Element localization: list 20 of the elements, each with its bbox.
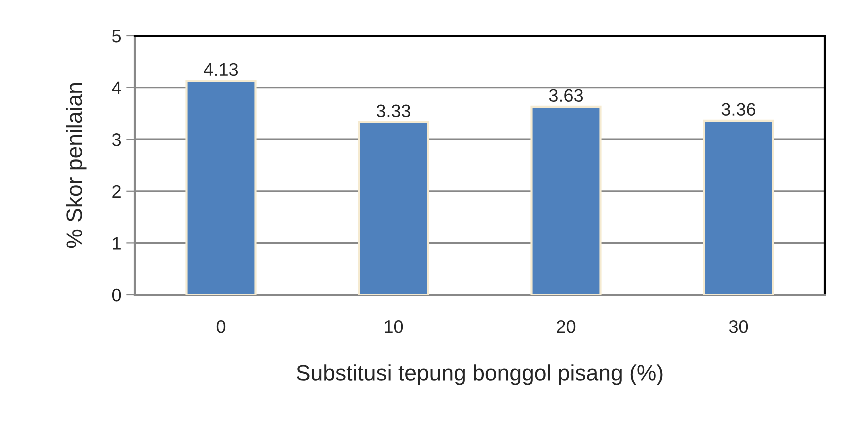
y-tick-label: 3 (112, 134, 122, 146)
data-label: 3.36 (722, 103, 756, 116)
y-axis-title: % Skor penilaian (66, 84, 87, 248)
x-tick-label: 20 (557, 320, 576, 334)
bar (358, 121, 430, 295)
bar (530, 106, 602, 295)
data-label: 4.13 (204, 63, 238, 76)
y-tick-label: 2 (112, 185, 121, 198)
y-tick-label: 4 (112, 82, 122, 94)
x-tick-label: 10 (385, 320, 404, 334)
y-tick-label: 1 (113, 237, 121, 250)
y-tick-label: 5 (112, 30, 122, 43)
x-tick-label: 0 (216, 320, 226, 334)
data-label: 3.63 (549, 89, 584, 102)
bar (703, 120, 774, 295)
bar (186, 80, 257, 295)
y-tick-label: 0 (112, 288, 122, 302)
x-tick-label: 30 (729, 320, 748, 334)
x-axis-title: Substitusi tepung bonggol pisang (%) (296, 364, 663, 386)
data-label: 3.33 (376, 104, 411, 118)
